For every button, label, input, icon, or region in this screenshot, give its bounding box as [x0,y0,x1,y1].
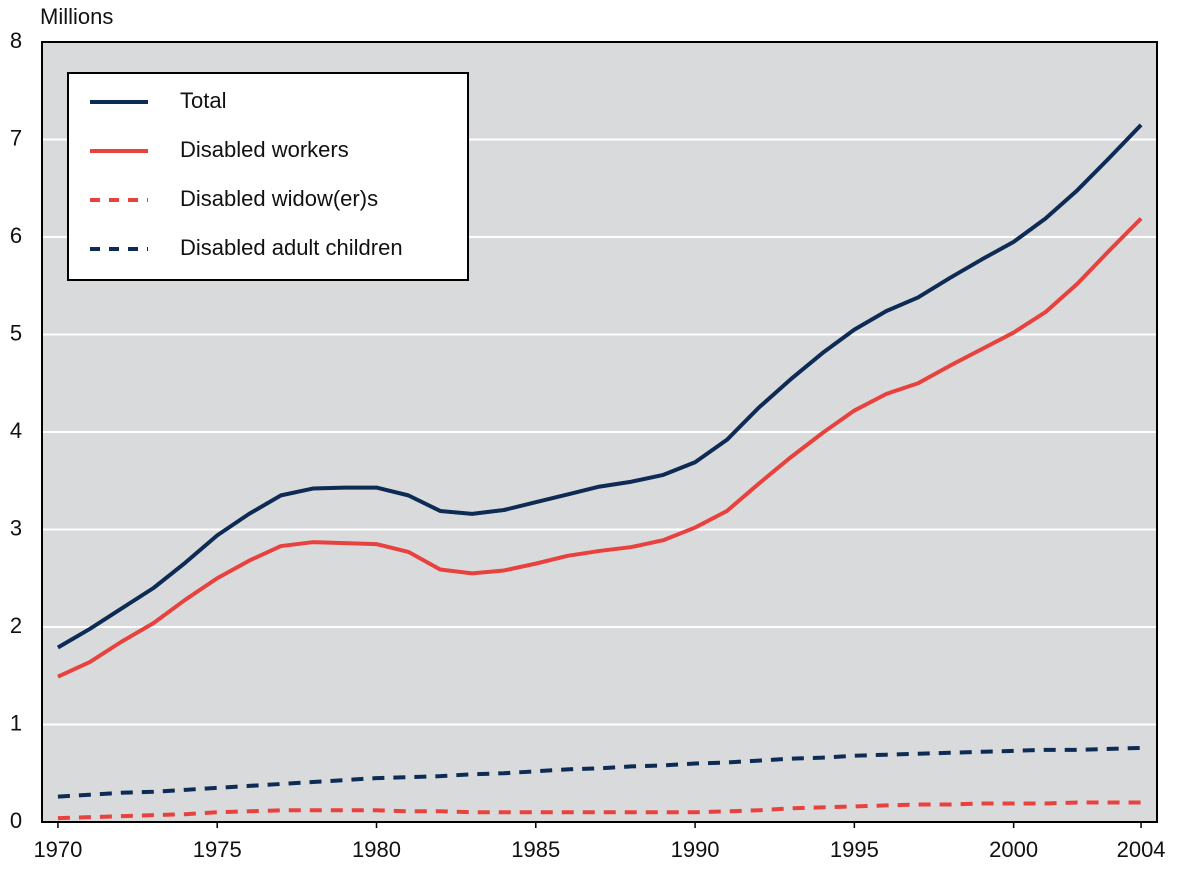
y-tick-label: 0 [10,808,22,833]
x-tick-label: 1985 [511,837,560,862]
y-tick-label: 7 [10,125,22,150]
line-series [57,217,1143,679]
legend-box [67,72,469,281]
x-tick-label: 1995 [830,837,879,862]
x-tick-label: 1990 [671,837,720,862]
y-tick-label: 2 [10,613,22,638]
y-tick-label: 5 [10,320,22,345]
y-tick-label: 4 [10,418,22,443]
y-tick-label: 1 [10,710,22,735]
legend: Total Disabled workers Disabled widow(er)s… [67,72,469,281]
x-tick-label: 2000 [989,837,1038,862]
y-tick-label: 3 [10,515,22,540]
legend-label: Disabled adult children [180,235,403,260]
x-tick-label: 2004 [1117,837,1166,862]
legend-label: Disabled workers [180,137,349,162]
x-tick-label: 1980 [352,837,401,862]
y-tick-label: 8 [10,28,22,53]
line-series [56,123,1143,650]
x-tick-label: 1975 [193,837,242,862]
plot-frame [41,41,1158,823]
y-tick-label: 6 [10,223,22,248]
legend-label: Disabled widow(er)s [180,186,378,211]
y-axis-label: Millions [40,4,113,29]
line-series [57,745,1142,799]
x-tick-label: 1970 [33,837,82,862]
legend-label: Total [180,88,226,113]
